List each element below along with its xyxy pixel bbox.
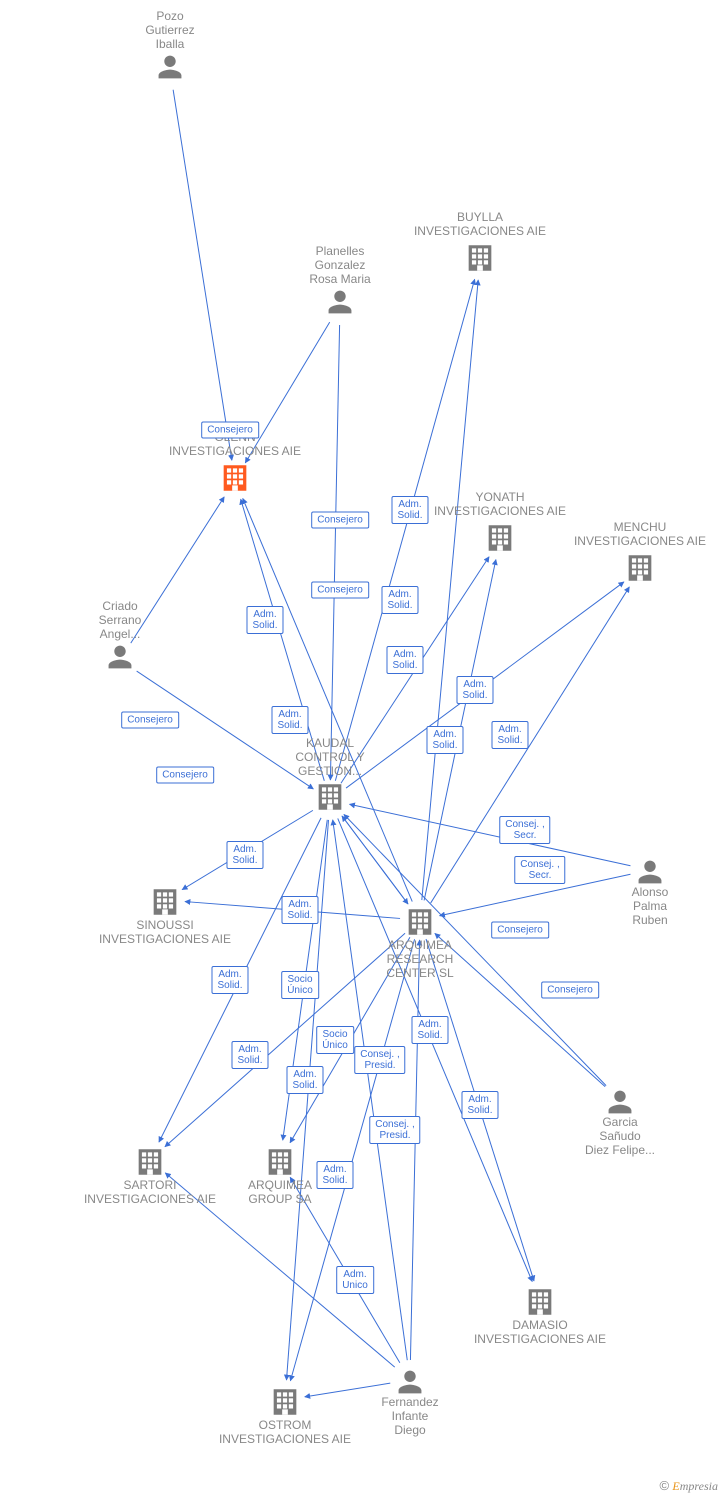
edge-arquimea_rc-buylla bbox=[422, 280, 478, 900]
edge-alonso-kaudal bbox=[350, 804, 631, 865]
edge-fernandez-arquimea_g bbox=[290, 1177, 400, 1363]
brand-rest: mpresia bbox=[680, 1479, 718, 1493]
edge-kaudal-sartori bbox=[159, 818, 321, 1142]
edge-fernandez-kaudal bbox=[333, 820, 408, 1360]
edge-alonso-arquimea_rc bbox=[440, 874, 631, 916]
edge-planelles-kaudal bbox=[330, 325, 339, 780]
copyright-symbol: © bbox=[659, 1478, 669, 1493]
network-canvas bbox=[0, 0, 728, 1500]
edge-kaudal-sinoussi bbox=[182, 810, 313, 889]
brand-initial: E bbox=[672, 1479, 679, 1493]
edge-fernandez-sartori bbox=[165, 1173, 394, 1367]
edge-arquimea_rc-menchu bbox=[431, 587, 630, 903]
edge-kaudal-arquimea_g bbox=[283, 820, 327, 1140]
edge-arquimea_rc-damasio bbox=[426, 939, 534, 1281]
edge-arquimea_rc-sartori bbox=[165, 933, 405, 1146]
edge-arquimea_rc-arquimea_g bbox=[290, 937, 410, 1142]
edge-kaudal-buylla bbox=[335, 279, 474, 780]
edge-arquimea_rc-sinoussi bbox=[185, 902, 400, 919]
edge-kaudal-yonath bbox=[341, 557, 489, 784]
edge-pozo-glenn bbox=[173, 90, 232, 460]
edge-kaudal-ostrom bbox=[286, 820, 328, 1380]
edge-garcia-arquimea_rc bbox=[435, 933, 605, 1086]
footer-credit: © Empresia bbox=[659, 1478, 718, 1494]
edge-arquimea_rc-kaudal bbox=[342, 816, 408, 904]
edge-garcia-kaudal bbox=[344, 814, 606, 1085]
edge-criado-glenn bbox=[131, 497, 224, 643]
edge-criado-kaudal bbox=[137, 671, 314, 789]
edge-kaudal-damasio bbox=[338, 818, 533, 1281]
edge-kaudal-glenn bbox=[241, 499, 325, 781]
edge-planelles-glenn bbox=[245, 322, 329, 463]
edge-arquimea_rc-glenn bbox=[243, 498, 412, 901]
edge-arquimea_rc-ostrom bbox=[290, 939, 414, 1380]
edge-arquimea_rc-yonath bbox=[424, 560, 496, 901]
edge-fernandez-ostrom bbox=[305, 1383, 391, 1397]
